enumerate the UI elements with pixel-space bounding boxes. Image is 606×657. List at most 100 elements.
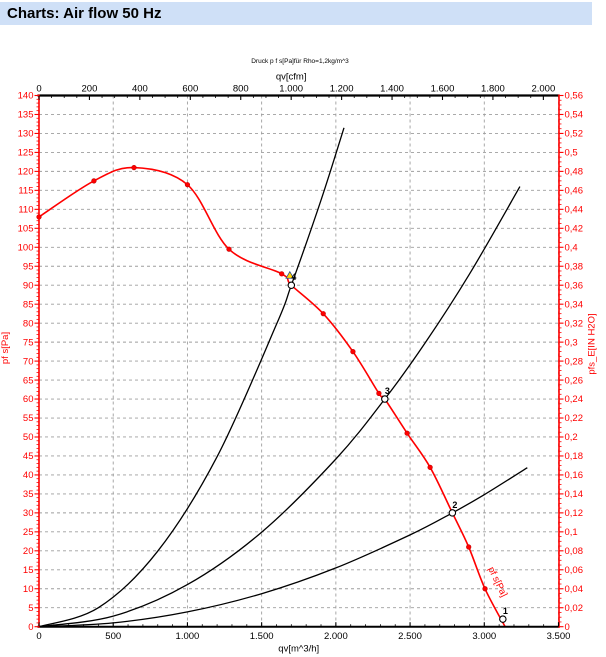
svg-text:140: 140 (18, 91, 34, 102)
svg-text:80: 80 (23, 318, 34, 329)
svg-text:0,18: 0,18 (565, 451, 584, 462)
svg-text:1.000: 1.000 (176, 631, 200, 642)
svg-text:2.000: 2.000 (324, 631, 348, 642)
chart-subtitle: Druck p f s[Pa]für Rho=1,2kg/m^3 (251, 58, 349, 65)
svg-text:0,52: 0,52 (565, 129, 584, 140)
svg-text:0,48: 0,48 (565, 167, 584, 178)
svg-text:0,26: 0,26 (565, 375, 584, 386)
svg-text:200: 200 (82, 84, 98, 95)
svg-text:0,24: 0,24 (565, 394, 584, 405)
axis-right-title: pfs_E[IN H2O] (587, 313, 598, 374)
svg-text:5: 5 (28, 603, 33, 614)
operating-points: 1 2 3 4 (285, 270, 508, 623)
svg-text:0,34: 0,34 (565, 299, 584, 310)
svg-text:135: 135 (18, 110, 34, 121)
svg-text:1.600: 1.600 (431, 84, 455, 95)
svg-text:0,36: 0,36 (565, 280, 584, 291)
operating-point-2: 2 (448, 500, 457, 517)
svg-text:25: 25 (23, 527, 34, 538)
axis-bottom-title: qv[m^3/h] (278, 644, 319, 655)
axis-left: 0 5 10 15 20 25 30 35 40 45 50 55 60 65 70 75 80 85 90 95 10… (0, 91, 39, 633)
axis-bottom: 0 500 1.000 1.500 2.000 2.500 3.000 3.500 qv[m^3… (36, 622, 571, 655)
svg-text:0: 0 (36, 631, 41, 642)
svg-text:3.500: 3.500 (547, 631, 571, 642)
svg-text:0,14: 0,14 (565, 489, 584, 500)
svg-text:110: 110 (18, 205, 33, 216)
svg-text:0,54: 0,54 (565, 110, 584, 121)
svg-text:0,06: 0,06 (565, 565, 584, 576)
svg-text:400: 400 (132, 84, 148, 95)
svg-text:1.800: 1.800 (481, 84, 505, 95)
operating-point-label: 2 (452, 500, 457, 510)
svg-text:3.000: 3.000 (472, 631, 496, 642)
svg-text:0,1: 0,1 (565, 527, 578, 538)
svg-text:10: 10 (23, 584, 34, 595)
operating-point-label: 3 (385, 386, 390, 396)
axis-top: 0 200 400 600 800 1.000 1.200 1.400 1.600 1.800 2.… (36, 58, 555, 100)
svg-text:0: 0 (36, 84, 41, 95)
svg-text:0,4: 0,4 (565, 242, 578, 253)
svg-text:0,5: 0,5 (565, 148, 578, 159)
operating-point-1: 1 (499, 606, 508, 623)
svg-text:30: 30 (23, 508, 34, 519)
svg-text:1.000: 1.000 (279, 84, 303, 95)
axis-top-title: qv[cfm] (276, 72, 307, 83)
svg-text:0,42: 0,42 (565, 224, 584, 235)
svg-text:125: 125 (18, 148, 34, 159)
operating-point-4: 4 (285, 270, 296, 289)
operating-point-3: 3 (381, 386, 390, 403)
svg-text:15: 15 (23, 565, 34, 576)
svg-text:70: 70 (23, 356, 34, 367)
svg-text:0: 0 (28, 622, 33, 633)
svg-text:130: 130 (18, 129, 34, 140)
warning-triangle-icon (285, 270, 295, 279)
svg-text:800: 800 (233, 84, 249, 95)
svg-text:35: 35 (23, 489, 34, 500)
svg-text:20: 20 (23, 546, 34, 557)
svg-text:95: 95 (23, 261, 34, 272)
svg-text:0,22: 0,22 (565, 413, 584, 424)
svg-text:105: 105 (18, 224, 34, 235)
svg-text:600: 600 (182, 84, 198, 95)
svg-text:0,08: 0,08 (565, 546, 584, 557)
svg-text:1.200: 1.200 (330, 84, 354, 95)
svg-text:0: 0 (565, 622, 570, 633)
svg-text:2.500: 2.500 (398, 631, 422, 642)
fan-pressure-curve (38, 166, 506, 628)
curves-layer (36, 127, 528, 628)
page-title: Charts: Air flow 50 Hz (7, 5, 162, 22)
svg-text:0,2: 0,2 (565, 432, 578, 443)
svg-text:120: 120 (18, 167, 34, 178)
operating-point-label: 4 (291, 272, 296, 282)
svg-text:1.400: 1.400 (380, 84, 404, 95)
svg-text:0,56: 0,56 (565, 91, 584, 102)
axis-left-title: pf s[Pa] (0, 332, 11, 364)
svg-text:500: 500 (105, 631, 121, 642)
system-curve-3 (38, 186, 521, 628)
svg-text:75: 75 (23, 337, 34, 348)
svg-text:1.500: 1.500 (250, 631, 274, 642)
svg-text:65: 65 (23, 375, 34, 386)
svg-text:0,02: 0,02 (565, 603, 584, 614)
svg-text:0,38: 0,38 (565, 261, 584, 272)
svg-text:55: 55 (23, 413, 34, 424)
system-curve-4 (38, 127, 345, 628)
axis-right: 0 0,02 0,04 0,06 0,08 0,1 0,12 0,14 0,16 0,18 0,2 0… (559, 91, 598, 633)
svg-text:0,16: 0,16 (565, 470, 584, 481)
svg-text:0,3: 0,3 (565, 337, 578, 348)
fan-curve-name-label: pf s[Pa] (485, 565, 509, 599)
svg-text:50: 50 (23, 432, 34, 443)
svg-text:40: 40 (23, 470, 34, 481)
fan-pressure-curve-markers (36, 164, 488, 592)
grid-layer (39, 95, 559, 627)
title-bar: Charts: Air flow 50 Hz (0, 2, 592, 25)
svg-text:60: 60 (23, 394, 34, 405)
svg-text:0,28: 0,28 (565, 356, 584, 367)
svg-text:0,04: 0,04 (565, 584, 584, 595)
svg-text:0,32: 0,32 (565, 318, 584, 329)
svg-text:90: 90 (23, 280, 34, 291)
svg-text:0,46: 0,46 (565, 186, 584, 197)
svg-text:0,44: 0,44 (565, 205, 584, 216)
svg-text:45: 45 (23, 451, 34, 462)
